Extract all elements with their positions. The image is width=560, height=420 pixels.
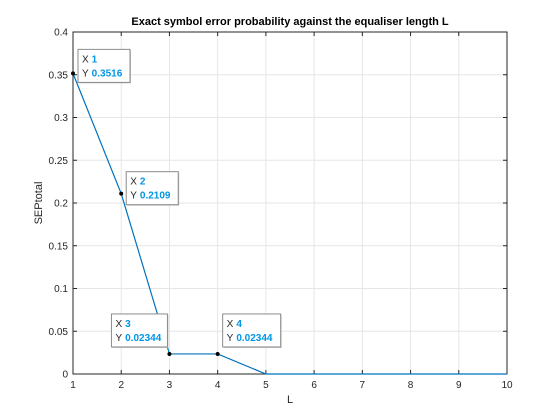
- datatip-x-key: X: [82, 54, 89, 65]
- datatip-y-value: 0.2109: [140, 191, 171, 202]
- x-tick-label: 4: [215, 380, 221, 391]
- y-tick-label: 0.05: [49, 327, 69, 338]
- datatip-x-value: 4: [236, 319, 242, 330]
- ticks: 1 2 3 4 5 6 7 8 9 10 0 0.05 0.1 0.15 0.2 0.25 0.3 0.35 0.4: [49, 28, 513, 392]
- y-tick-label: 0.2: [54, 199, 68, 210]
- y-tick-label: 0.35: [49, 70, 69, 81]
- x-tick-label: 1: [70, 380, 76, 391]
- datatip[interactable]: X 3Y 0.02344: [110, 313, 172, 356]
- datatip-y-key: Y: [227, 333, 234, 344]
- datatip-x-key: X: [227, 319, 234, 330]
- y-tick-label: 0.15: [49, 241, 69, 252]
- x-axis-label: L: [287, 394, 293, 406]
- datatip-y-row: Y 0.2109: [130, 191, 171, 202]
- x-tick-label: 6: [311, 380, 317, 391]
- datatip-y-key: Y: [82, 68, 89, 79]
- datatip-marker: [119, 191, 124, 196]
- datatip[interactable]: X 1Y 0.3516: [71, 48, 131, 84]
- datatip[interactable]: X 2Y 0.2109: [119, 171, 180, 206]
- y-tick-label: 0.3: [54, 113, 68, 124]
- datatip-x-value: 2: [140, 177, 146, 188]
- datatip-marker: [215, 351, 220, 356]
- y-tick-label: 0.4: [54, 28, 68, 39]
- datatip-y-value: 0.02344: [125, 333, 162, 344]
- x-tick-label: 3: [167, 380, 173, 391]
- x-tick-label: 7: [360, 380, 366, 391]
- datatip-y-row: Y 0.3516: [82, 68, 123, 79]
- datatip-x-value: 3: [125, 319, 131, 330]
- x-tick-label: 5: [263, 380, 269, 391]
- series-group: [72, 73, 507, 375]
- datatip-box: [77, 48, 131, 83]
- x-tick-label: 2: [118, 380, 124, 391]
- datatip-y-value: 0.3516: [92, 68, 123, 79]
- y-axis-label: SEPtotal: [33, 182, 45, 225]
- datatip-box: [110, 313, 168, 348]
- datatip-marker: [71, 71, 75, 76]
- y-tick-label: 0: [62, 370, 68, 381]
- datatip[interactable]: X 4Y 0.02344: [215, 313, 282, 356]
- datatip-marker: [167, 351, 172, 356]
- datatip-y-key: Y: [115, 333, 122, 344]
- datatip-x-value: 1: [92, 54, 98, 65]
- x-tick-label: 10: [501, 380, 513, 391]
- datatip-x-key: X: [115, 319, 122, 330]
- datatip-box: [222, 313, 282, 348]
- series-line: [72, 73, 507, 375]
- chart-title: Exact symbol error probability against t…: [131, 16, 449, 28]
- x-tick-label: 9: [456, 380, 462, 391]
- x-tick-label: 8: [408, 380, 414, 391]
- datatip-y-key: Y: [130, 191, 137, 202]
- y-tick-label: 0.1: [54, 284, 68, 295]
- datatip-y-row: Y 0.02344: [115, 333, 161, 344]
- y-tick-label: 0.25: [49, 156, 69, 167]
- datatip-box: [125, 171, 179, 206]
- datatip-y-value: 0.02344: [236, 333, 273, 344]
- datatip-y-row: Y 0.02344: [227, 333, 273, 344]
- datatip-x-key: X: [130, 177, 137, 188]
